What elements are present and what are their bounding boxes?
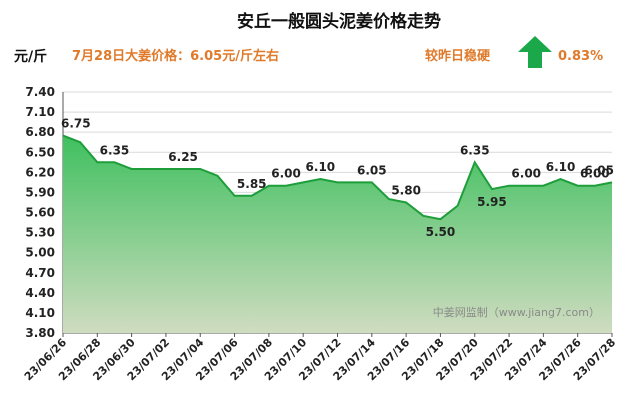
y-tick-label: 4.40 bbox=[25, 286, 55, 300]
data-label: 6.75 bbox=[61, 117, 91, 131]
data-label: 6.00 bbox=[271, 167, 301, 181]
price-line bbox=[62, 134, 613, 221]
data-label: 5.95 bbox=[477, 195, 507, 209]
y-tick-label: 4.10 bbox=[25, 306, 55, 320]
y-axis: 3.80 4.10 4.40 4.70 5.00 5.30 5.60 5.90 6.20 6.50… bbox=[25, 85, 55, 340]
data-label: 6.05 bbox=[357, 163, 387, 177]
y-tick-label: 4.70 bbox=[25, 266, 55, 280]
compare-label: 较昨日稳硬 bbox=[425, 48, 491, 64]
data-label: 5.50 bbox=[426, 225, 456, 239]
y-tick-label: 5.30 bbox=[25, 226, 55, 240]
data-label: 6.35 bbox=[100, 143, 130, 157]
price-note: 7月28日大姜价格：6.05元/斤左右 bbox=[72, 48, 279, 64]
y-tick-label: 7.10 bbox=[25, 105, 55, 119]
area-layer bbox=[62, 134, 613, 333]
data-label: 6.05 bbox=[584, 163, 614, 177]
data-label: 6.10 bbox=[546, 160, 576, 174]
y-tick-label: 5.60 bbox=[25, 206, 55, 220]
data-label: 6.35 bbox=[460, 143, 490, 157]
data-labels: 6.75 6.35 6.25 5.85 6.00 6.10 6.05 5.80 5.50 6.35… bbox=[61, 117, 614, 240]
y-tick-label: 6.20 bbox=[25, 165, 55, 179]
data-label: 6.25 bbox=[168, 150, 198, 164]
change-percent: 0.83% bbox=[558, 49, 603, 64]
y-tick-label: 5.90 bbox=[25, 185, 55, 199]
data-label: 5.85 bbox=[237, 177, 267, 191]
y-tick-label: 5.00 bbox=[25, 246, 55, 260]
data-label: 6.10 bbox=[306, 160, 336, 174]
y-tick-label: 3.80 bbox=[25, 326, 55, 340]
data-label: 5.80 bbox=[391, 183, 421, 197]
y-tick-label: 6.80 bbox=[25, 125, 55, 139]
unit-label: 元/斤 bbox=[14, 48, 47, 65]
price-area bbox=[63, 135, 612, 333]
watermark: 中姜网监制（www.jiang7.com） bbox=[433, 305, 600, 319]
data-label: 6.00 bbox=[580, 167, 610, 181]
up-arrow-icon bbox=[518, 36, 552, 68]
data-label: 6.00 bbox=[511, 167, 541, 181]
x-axis: 23/06/2623/06/2823/06/3023/07/0223/07/04… bbox=[22, 333, 618, 383]
chart-title: 安丘一般圆头泥姜价格走势 bbox=[237, 11, 441, 32]
y-tick-label: 6.50 bbox=[25, 145, 55, 159]
y-tick-label: 7.40 bbox=[25, 85, 55, 99]
